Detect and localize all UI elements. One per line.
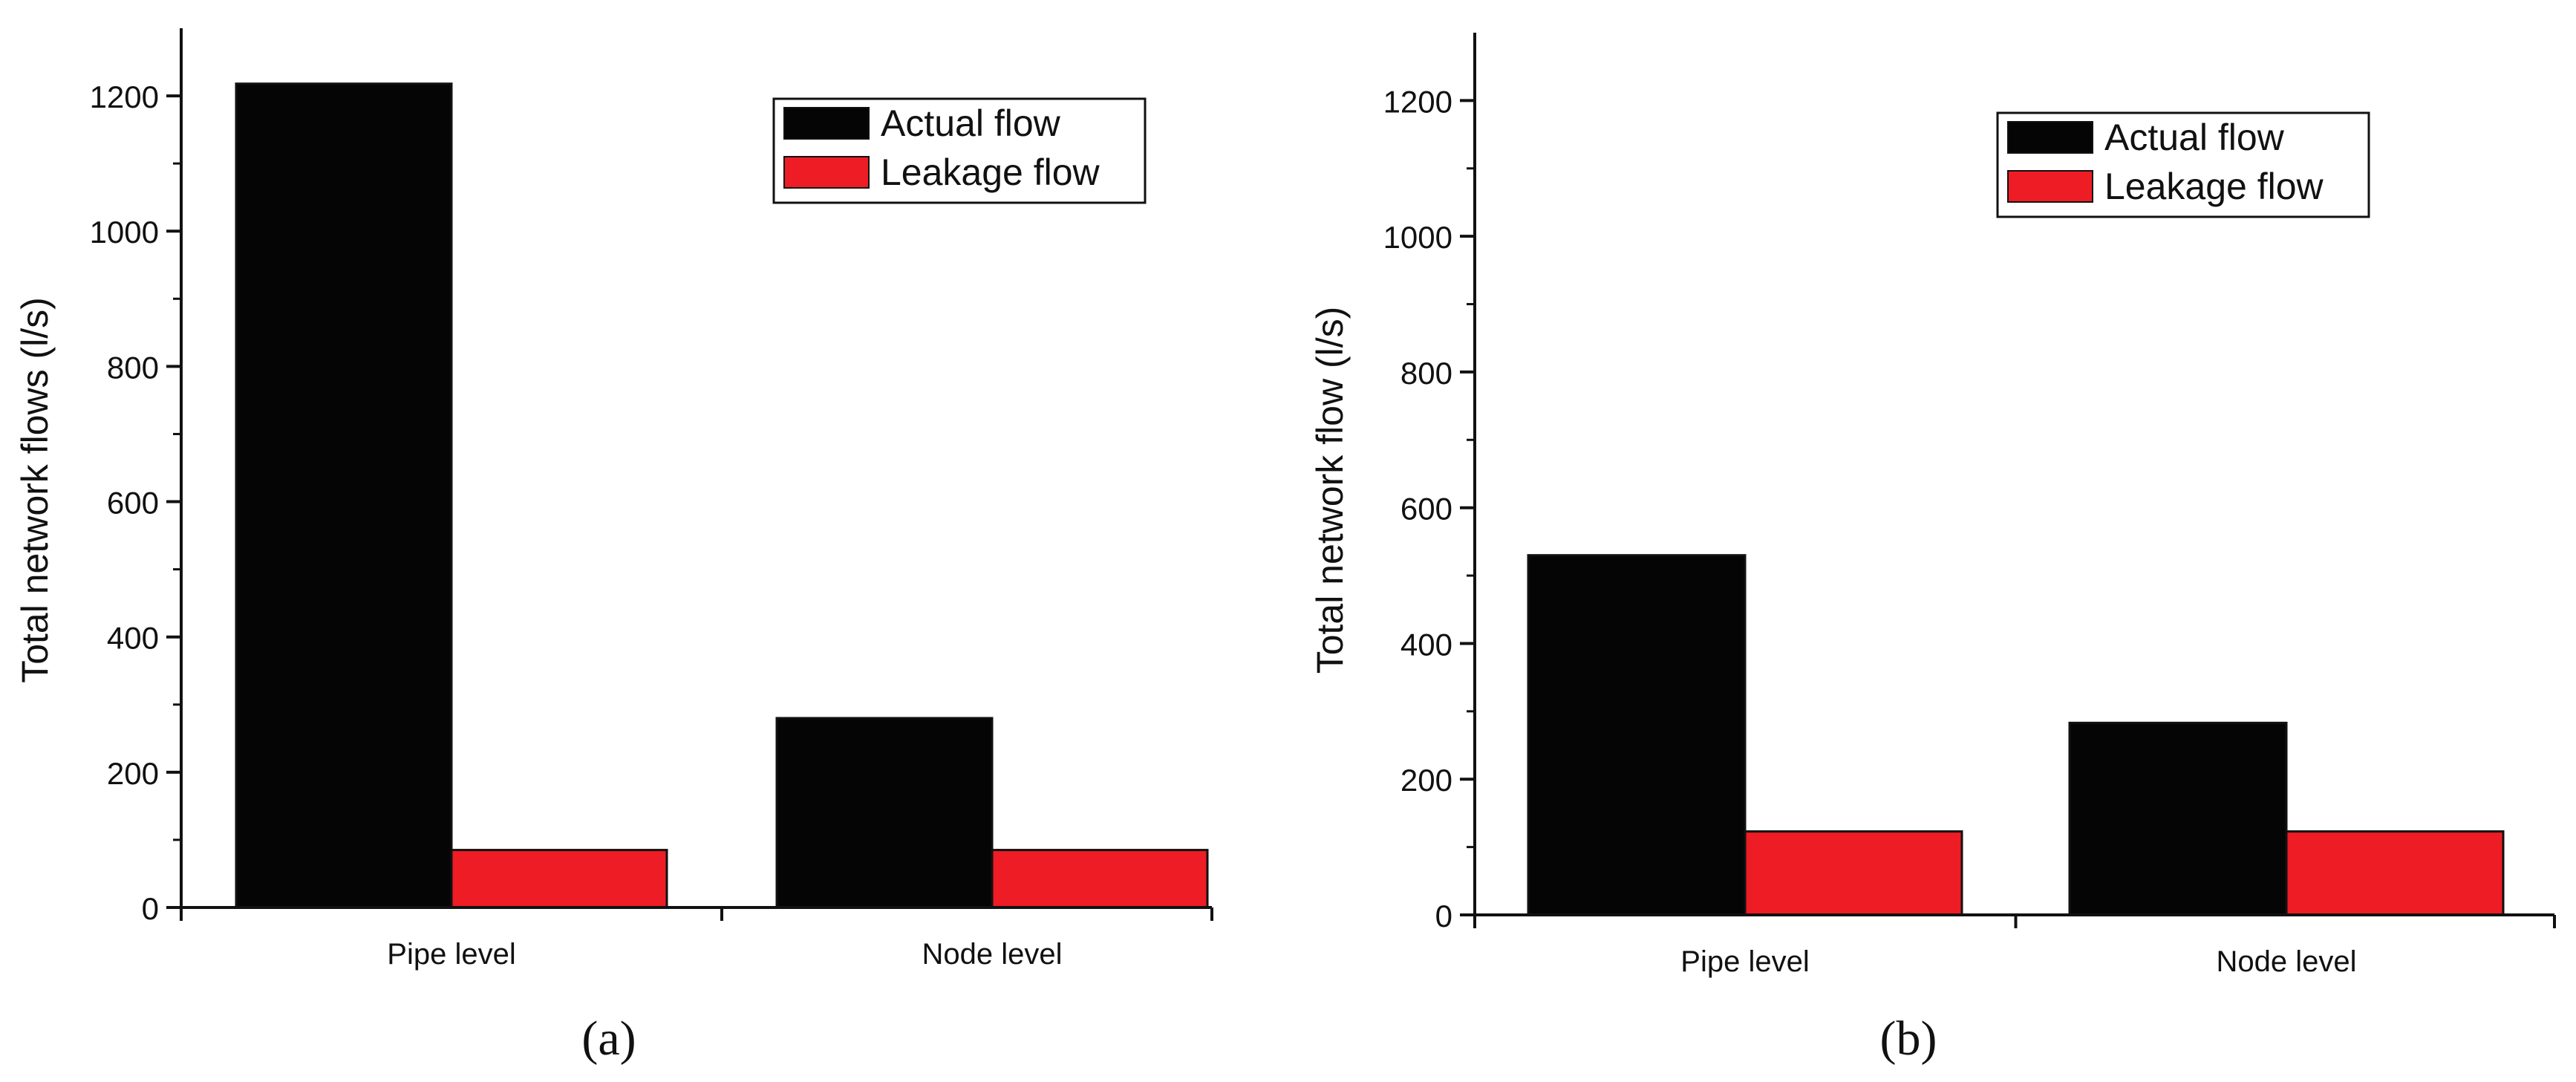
panel-b-legend-swatch-leakage-flow [2007,170,2093,203]
x-tick-label: Node level [2216,945,2356,978]
bar-leakage-flow-pipe-level [1744,830,1963,916]
panel-b-label: (b) [1880,1011,1937,1066]
x-tick-label: Pipe level [1680,945,1809,978]
y-tick-label: 1200 [1383,84,1452,119]
y-tick-label: 0 [1435,899,1452,933]
panel-a-legend-label-actual-flow: Actual flow [881,102,1061,144]
panel-a-axes [180,28,1213,921]
y-tick-label: 200 [1401,763,1452,798]
panel-a: 0 200 400 600 800 1000 1200 Pipe level Node lev… [14,28,1213,1066]
panel-b-legend: Actual flow Leakage flow [1996,111,2370,218]
panel-a-x-ticks: Pipe level Node level [387,938,1062,971]
panel-b-bars [1527,554,2505,916]
panel-a-y-ticks: 0 200 400 600 800 1000 1200 [90,79,181,926]
panel-b-y-ticks: 0 200 400 600 800 1000 1200 [1383,84,1475,933]
bar-actual-flow-node-level [2068,721,2288,916]
panel-b: 0 200 400 600 800 1000 1200 Pipe level Node lev… [1309,33,2556,1066]
y-tick-label: 0 [142,891,159,926]
panel-a-legend: Actual flow Leakage flow [772,97,1147,204]
y-tick-label: 600 [1401,492,1452,527]
panel-b-y-axis-label: Total network flow (l/s) [1309,307,1351,674]
bar-leakage-flow-pipe-level [450,849,668,909]
x-tick-label: Node level [922,938,1062,971]
bar-leakage-flow-node-level [991,849,1209,909]
y-tick-label: 800 [107,350,159,385]
y-tick-label: 200 [107,756,159,791]
panel-b-legend-label-leakage-flow: Leakage flow [2104,166,2324,207]
panel-a-label: (a) [581,1011,636,1066]
panel-b-legend-swatch-actual-flow [2007,121,2093,154]
bar-leakage-flow-node-level [2285,830,2505,916]
panel-a-legend-label-leakage-flow: Leakage flow [881,151,1100,193]
bar-actual-flow-pipe-level [1527,554,1747,916]
y-tick-label: 1000 [90,215,159,250]
panel-a-y-axis-label: Total network flows (l/s) [14,297,56,683]
bar-actual-flow-pipe-level [235,82,453,909]
y-tick-label: 400 [107,621,159,656]
y-tick-label: 600 [107,486,159,521]
y-tick-label: 400 [1401,627,1452,662]
y-tick-label: 800 [1401,356,1452,391]
panel-a-legend-swatch-leakage-flow [783,156,870,189]
panel-a-legend-swatch-actual-flow [783,107,870,140]
panel-b-x-ticks: Pipe level Node level [1680,945,2356,978]
panel-b-axes [1473,33,2556,928]
bar-actual-flow-node-level [775,717,994,909]
panel-a-bars [235,82,1209,909]
x-tick-label: Pipe level [387,938,515,971]
panel-b-legend-label-actual-flow: Actual flow [2104,117,2285,158]
y-tick-label: 1000 [1383,220,1452,255]
y-tick-label: 1200 [90,79,159,114]
